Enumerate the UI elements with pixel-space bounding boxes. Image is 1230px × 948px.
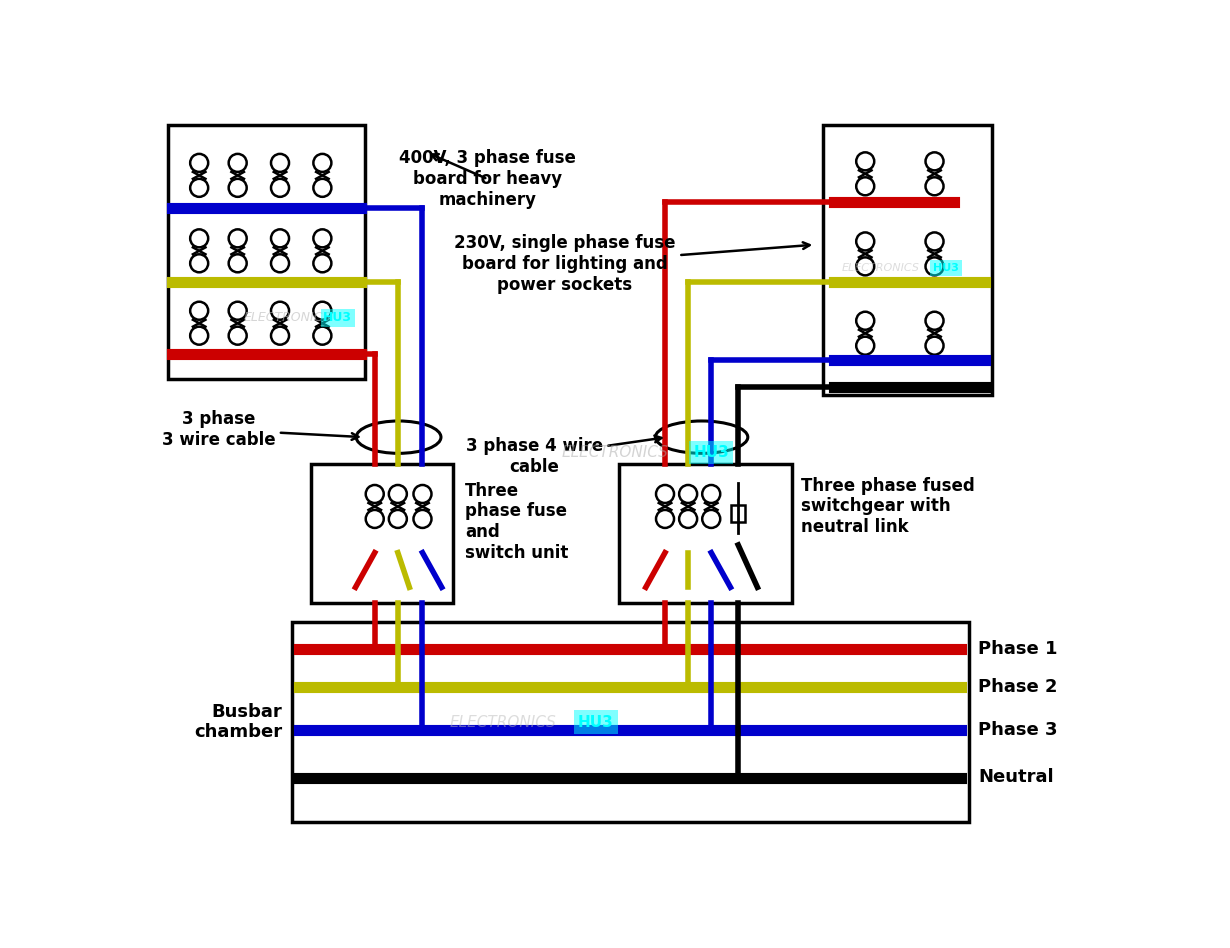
Text: ELECTRONICS: ELECTRONICS — [562, 445, 668, 460]
Bar — [292, 622, 969, 822]
Bar — [169, 125, 365, 379]
Bar — [619, 465, 792, 603]
Text: 400V, 3 phase fuse
board for heavy
machinery: 400V, 3 phase fuse board for heavy machi… — [400, 150, 577, 209]
Text: Three
phase fuse
and
switch unit: Three phase fuse and switch unit — [465, 482, 568, 562]
Text: 230V, single phase fuse
board for lighting and
power sockets: 230V, single phase fuse board for lighti… — [454, 234, 809, 294]
Text: 3 phase
3 wire cable: 3 phase 3 wire cable — [161, 410, 358, 448]
Text: Phase 1: Phase 1 — [978, 640, 1058, 658]
Bar — [311, 465, 454, 603]
Text: ELECTRONICS: ELECTRONICS — [450, 715, 557, 730]
Text: Busbar
chamber: Busbar chamber — [194, 702, 283, 741]
Text: HU3: HU3 — [578, 715, 614, 730]
Text: Phase 2: Phase 2 — [978, 679, 1058, 697]
Text: Neutral: Neutral — [978, 769, 1054, 787]
Text: HU3: HU3 — [934, 263, 959, 273]
Text: Three phase fused
switchgear with
neutral link: Three phase fused switchgear with neutra… — [801, 477, 975, 537]
Bar — [732, 505, 745, 521]
Bar — [823, 125, 993, 394]
Text: 3 phase 4 wire
cable: 3 phase 4 wire cable — [466, 436, 662, 476]
Text: ELECTRONICS: ELECTRONICS — [244, 311, 332, 324]
Text: HU3: HU3 — [323, 311, 352, 324]
Text: Phase 3: Phase 3 — [978, 720, 1058, 738]
Text: HU3: HU3 — [694, 445, 729, 460]
Text: ELECTRONICS: ELECTRONICS — [841, 263, 920, 273]
